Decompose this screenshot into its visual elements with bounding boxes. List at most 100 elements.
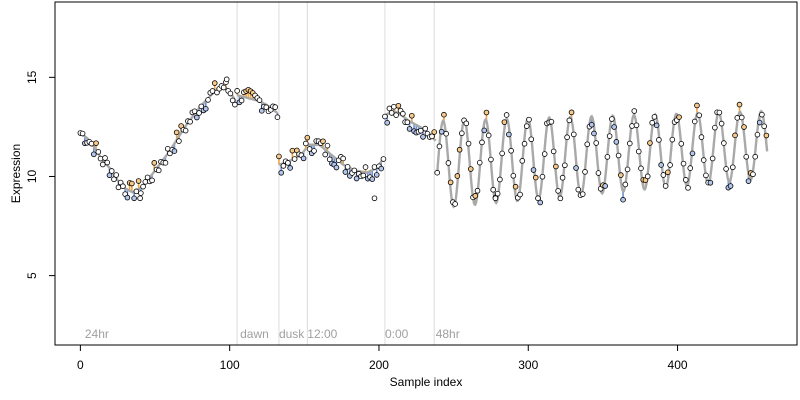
- data-point: [732, 132, 738, 139]
- data-point: [510, 172, 517, 179]
- data-point: [734, 115, 741, 121]
- data-point: [300, 155, 307, 162]
- data-point: [133, 188, 140, 195]
- data-point: [187, 118, 193, 125]
- data-point: [420, 134, 426, 140]
- data-point: [220, 84, 227, 91]
- data-point: [593, 140, 599, 146]
- data-point: [660, 172, 667, 178]
- data-point: [93, 140, 99, 146]
- data-point: [615, 152, 622, 159]
- data-point: [380, 156, 387, 162]
- data-point: [429, 133, 435, 140]
- data-point: [459, 130, 465, 137]
- data-point: [490, 186, 496, 193]
- annotation-label: 12:00: [307, 327, 337, 341]
- data-point: [238, 97, 245, 104]
- data-point: [431, 129, 438, 135]
- data-point: [456, 146, 463, 153]
- data-point: [234, 88, 240, 94]
- data-point: [685, 185, 691, 191]
- data-point: [503, 112, 510, 118]
- data-point: [644, 173, 651, 180]
- data-point: [209, 88, 216, 94]
- data-point: [274, 114, 281, 120]
- data-point: [492, 195, 499, 202]
- x-tick-label: 200: [369, 358, 389, 372]
- data-point: [756, 119, 763, 126]
- data-point: [324, 142, 331, 149]
- data-point: [99, 161, 106, 168]
- data-point: [736, 101, 743, 108]
- data-point: [707, 179, 714, 186]
- data-point: [700, 157, 707, 163]
- data-point: [465, 140, 472, 147]
- data-point: [140, 183, 146, 190]
- data-point: [108, 168, 115, 174]
- data-point: [340, 155, 346, 162]
- data-point: [571, 131, 577, 138]
- data-point: [124, 194, 131, 201]
- data-point: [656, 137, 662, 143]
- data-point: [743, 153, 750, 160]
- x-tick-label: 300: [518, 358, 538, 372]
- data-point: [176, 138, 182, 144]
- data-point: [698, 134, 705, 140]
- data-point: [373, 172, 380, 178]
- data-point: [620, 196, 626, 203]
- data-point: [532, 174, 539, 181]
- data-point: [131, 195, 137, 202]
- data-point: [622, 181, 629, 188]
- y-tick-label: 5: [25, 272, 39, 279]
- data-point: [682, 177, 689, 183]
- data-point: [481, 127, 488, 134]
- data-point: [665, 169, 671, 176]
- data-point: [718, 120, 725, 127]
- data-point: [115, 184, 122, 191]
- y-axis: 5 10 15: [25, 70, 56, 279]
- data-point: [129, 180, 135, 187]
- data-point: [388, 110, 395, 116]
- data-point: [291, 156, 298, 162]
- data-point: [326, 156, 333, 163]
- data-point: [360, 172, 367, 179]
- data-point: [95, 149, 102, 155]
- data-point: [506, 131, 512, 138]
- data-point: [741, 124, 747, 130]
- data-point: [499, 150, 505, 157]
- data-point: [384, 119, 390, 126]
- data-point: [287, 165, 293, 171]
- data-point: [211, 80, 218, 86]
- data-point: [555, 188, 561, 194]
- data-point: [111, 176, 117, 183]
- data-point: [137, 195, 143, 202]
- data-point: [696, 112, 703, 119]
- data-point: [611, 124, 617, 130]
- data-point: [120, 183, 126, 190]
- data-point: [752, 153, 758, 160]
- data-point: [393, 112, 399, 118]
- data-point: [151, 160, 158, 166]
- data-point: [517, 191, 523, 198]
- x-axis: 0 100 200 300 400: [77, 344, 688, 372]
- data-point: [566, 117, 573, 124]
- data-point: [173, 129, 180, 136]
- y-tick-label: 10: [25, 169, 39, 183]
- data-point: [716, 109, 723, 116]
- data-point: [541, 151, 548, 157]
- data-point: [162, 160, 169, 166]
- data-point: [351, 167, 358, 174]
- data-point: [689, 150, 696, 157]
- data-point: [604, 154, 611, 160]
- data-point: [635, 148, 642, 155]
- data-point: [483, 109, 490, 116]
- data-point: [371, 195, 378, 202]
- data-point: [582, 169, 588, 175]
- data-point: [205, 97, 211, 103]
- data-point: [285, 160, 291, 166]
- trend-line: [436, 109, 769, 209]
- data-point: [669, 136, 676, 143]
- data-point: [535, 195, 541, 202]
- data-point: [289, 147, 296, 154]
- data-point: [624, 166, 631, 173]
